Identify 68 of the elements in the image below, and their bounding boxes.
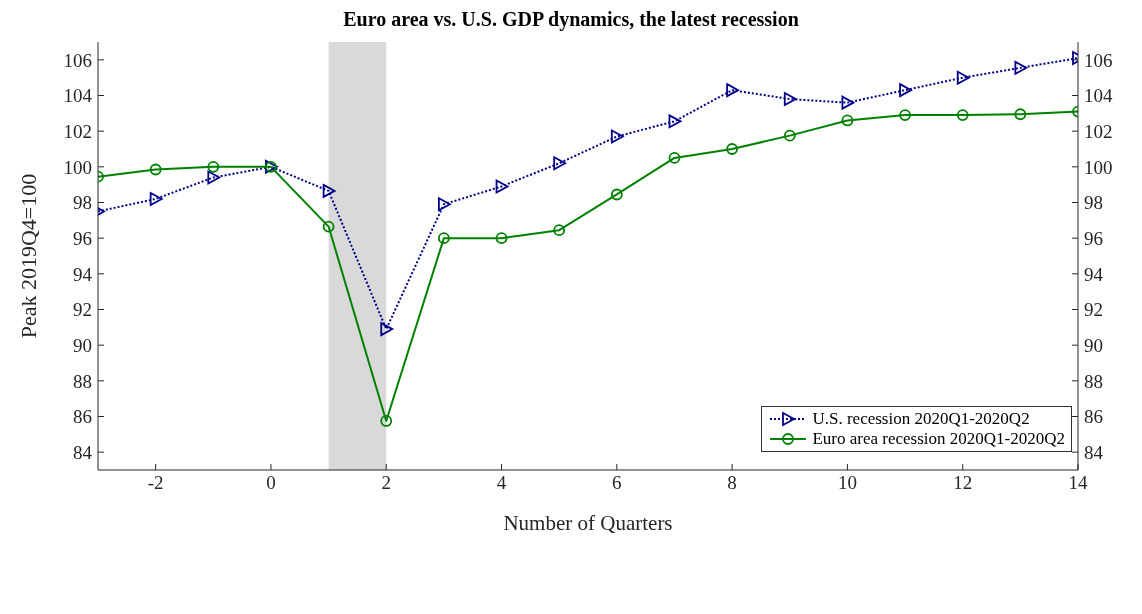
x-tick-label: 0 (266, 472, 276, 494)
y-tick-label: 86 (73, 406, 92, 428)
y2-tick-label: 102 (1084, 120, 1113, 142)
x-tick-label: 10 (837, 472, 857, 494)
point (726, 83, 740, 98)
point (207, 160, 220, 173)
y2-tick-label: 98 (1084, 192, 1103, 214)
y2-tick-label: 90 (1084, 334, 1103, 356)
y-axis-title: Peak 2019Q4=100 (15, 173, 41, 339)
legend-label: Euro area recession 2020Q1-2020Q2 (812, 429, 1065, 449)
point (380, 415, 393, 427)
x-axis-title: Number of Quarters (503, 511, 673, 535)
point (899, 109, 911, 122)
point (668, 152, 681, 164)
y2-tick-label: 84 (1084, 441, 1104, 463)
x-tick-label: 12 (953, 472, 973, 494)
x-tick-label: 6 (612, 472, 622, 494)
y-tick-label: 98 (73, 192, 92, 214)
point (783, 129, 796, 142)
y2-tick-label: 104 (1084, 85, 1113, 107)
y-tick-label: 94 (73, 263, 93, 285)
point (610, 129, 624, 144)
point (207, 170, 221, 185)
point (899, 83, 912, 98)
point (1014, 108, 1027, 121)
point (956, 70, 970, 85)
y-tick-label: 90 (73, 334, 92, 356)
y2-tick-label: 86 (1084, 406, 1103, 428)
point (322, 184, 336, 198)
point (322, 220, 335, 233)
y-tick-label: 106 (63, 49, 92, 71)
point (783, 92, 797, 106)
y-tick-label: 84 (73, 441, 93, 463)
point (553, 156, 567, 171)
point (1014, 60, 1028, 75)
point (668, 114, 682, 129)
point (956, 109, 969, 122)
x-tick-label: 8 (727, 472, 737, 494)
point (553, 224, 566, 237)
y-tick-label: 92 (73, 299, 92, 321)
x-tick-label: 14 (1068, 472, 1088, 494)
y-tick-label: 88 (73, 370, 92, 392)
point (380, 322, 394, 337)
y-tick-label: 96 (73, 227, 92, 249)
point (841, 114, 854, 127)
y2-tick-label: 94 (1084, 263, 1104, 285)
x-tick-label: 4 (496, 472, 507, 494)
point (437, 197, 451, 212)
y-tick-label: 102 (63, 120, 92, 142)
y-tick-label: 100 (63, 156, 92, 178)
chart-title: Euro area vs. U.S. GDP dynamics, the latest recession (342, 8, 800, 33)
point (437, 232, 450, 245)
x-tick-label: 2 (381, 472, 391, 494)
point (841, 95, 855, 110)
legend-label: U.S. recession 2020Q1-2020Q2 (812, 409, 1030, 429)
y-tick-label: 104 (63, 85, 93, 107)
point (149, 163, 162, 176)
point (495, 232, 508, 245)
x-tick-label: -2 (147, 472, 164, 494)
point (149, 192, 163, 206)
point (610, 188, 623, 201)
y2-tick-label: 88 (1084, 370, 1103, 392)
point (495, 179, 509, 194)
y2-tick-label: 100 (1084, 156, 1113, 178)
y2-tick-label: 96 (1084, 227, 1103, 249)
point (726, 143, 739, 155)
y2-tick-label: 106 (1084, 49, 1113, 71)
y2-tick-label: 92 (1084, 299, 1103, 321)
